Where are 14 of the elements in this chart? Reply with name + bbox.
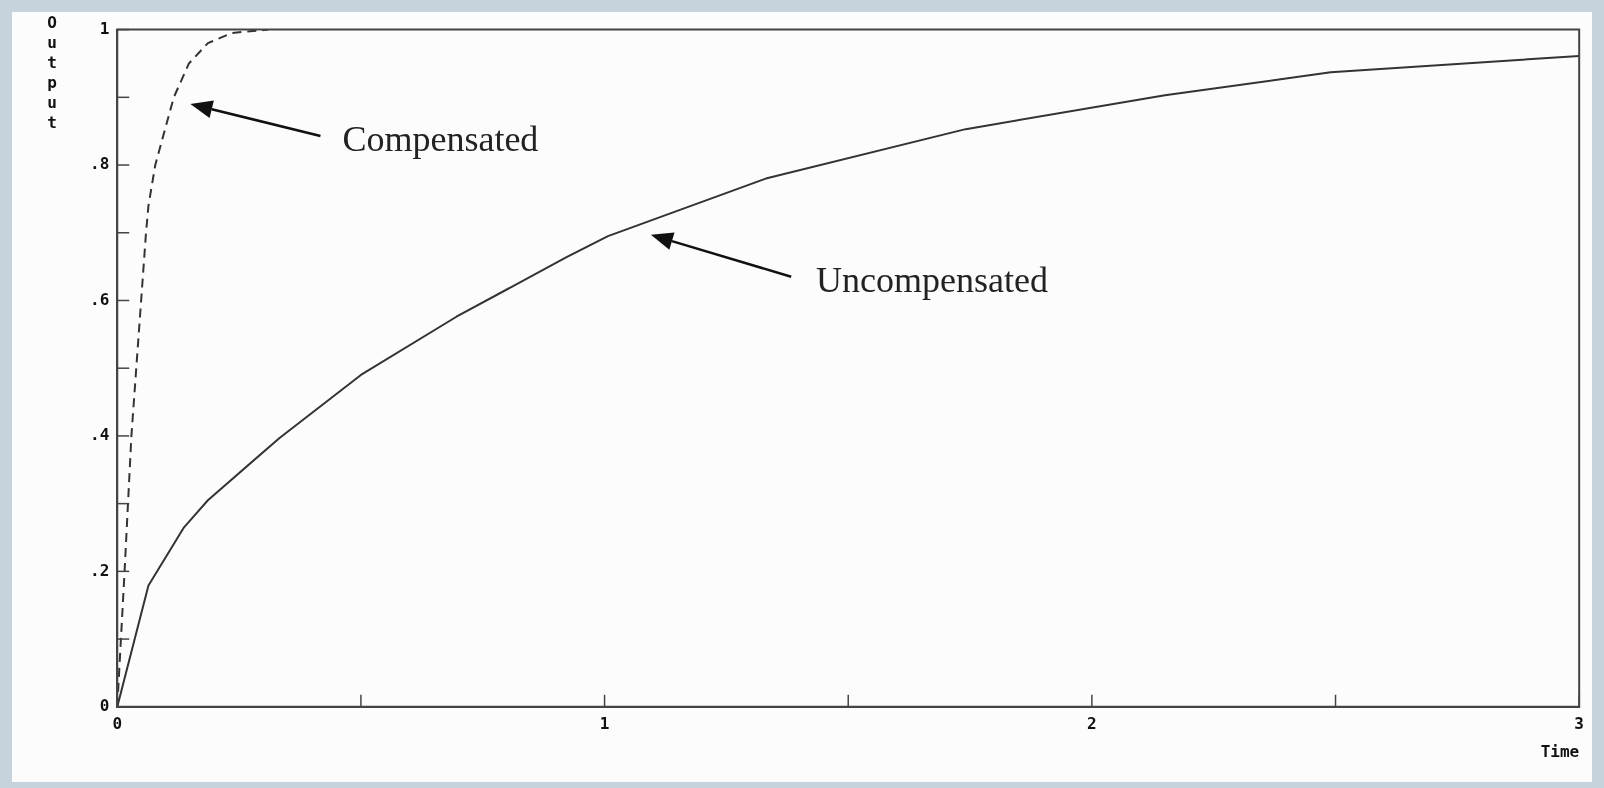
y-tick-label: .2	[90, 560, 110, 580]
annotation: Uncompensated	[816, 259, 1048, 300]
y-axis-title: Output	[47, 13, 57, 133]
y-tick-label: .4	[90, 425, 110, 445]
x-tick-label: 1	[599, 713, 610, 733]
x-tick-label: 3	[1574, 713, 1584, 733]
x-tick-label: 2	[1087, 713, 1097, 733]
x-axis-title: Time	[1540, 741, 1580, 761]
y-tick-label: 0	[99, 695, 110, 715]
y-tick-label: .6	[90, 289, 110, 309]
x-tick-label: 0	[112, 713, 123, 733]
y-tick-label: .8	[90, 154, 110, 174]
annotation: Compensated	[342, 119, 539, 160]
y-tick-label: 1	[99, 18, 110, 38]
